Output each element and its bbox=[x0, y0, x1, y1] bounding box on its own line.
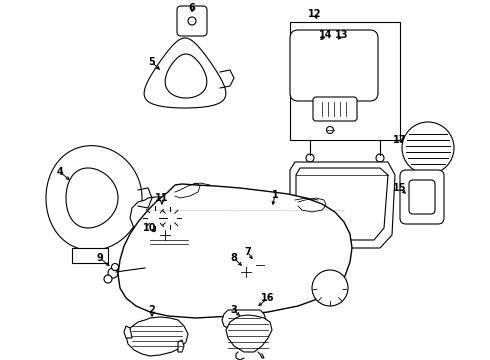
FancyBboxPatch shape bbox=[313, 97, 357, 121]
Text: 2: 2 bbox=[148, 305, 155, 315]
Polygon shape bbox=[66, 168, 118, 228]
Text: 9: 9 bbox=[97, 253, 103, 263]
Text: 17: 17 bbox=[393, 135, 407, 145]
FancyBboxPatch shape bbox=[400, 170, 444, 224]
Circle shape bbox=[312, 270, 348, 306]
Text: 12: 12 bbox=[308, 9, 322, 19]
Circle shape bbox=[241, 267, 251, 277]
Circle shape bbox=[326, 126, 334, 134]
Polygon shape bbox=[226, 315, 272, 352]
Polygon shape bbox=[178, 340, 184, 352]
Circle shape bbox=[112, 264, 119, 270]
Polygon shape bbox=[296, 168, 388, 240]
Text: 14: 14 bbox=[319, 30, 333, 40]
Circle shape bbox=[247, 284, 252, 288]
Polygon shape bbox=[144, 38, 226, 108]
Text: 8: 8 bbox=[231, 253, 238, 263]
Polygon shape bbox=[72, 248, 108, 263]
Text: 5: 5 bbox=[148, 57, 155, 67]
Circle shape bbox=[159, 229, 171, 241]
Circle shape bbox=[402, 122, 454, 174]
Text: 6: 6 bbox=[189, 3, 196, 13]
Circle shape bbox=[146, 209, 164, 227]
Text: 1: 1 bbox=[271, 190, 278, 200]
Circle shape bbox=[104, 275, 112, 283]
Circle shape bbox=[188, 17, 196, 25]
Polygon shape bbox=[222, 310, 266, 328]
FancyBboxPatch shape bbox=[290, 30, 378, 101]
Text: 13: 13 bbox=[335, 30, 349, 40]
Text: 10: 10 bbox=[143, 223, 157, 233]
Circle shape bbox=[249, 277, 255, 283]
Text: 15: 15 bbox=[393, 183, 407, 193]
Bar bbox=[290, 22, 400, 140]
Text: 11: 11 bbox=[155, 193, 169, 203]
Polygon shape bbox=[145, 232, 195, 248]
Circle shape bbox=[167, 215, 173, 221]
Circle shape bbox=[151, 215, 158, 221]
Circle shape bbox=[259, 275, 264, 280]
Polygon shape bbox=[118, 184, 352, 318]
Polygon shape bbox=[165, 54, 207, 98]
Text: 4: 4 bbox=[57, 167, 63, 177]
Text: 3: 3 bbox=[231, 305, 237, 315]
Text: 16: 16 bbox=[261, 293, 275, 303]
Polygon shape bbox=[290, 162, 395, 248]
Polygon shape bbox=[124, 326, 132, 338]
Text: 7: 7 bbox=[245, 247, 251, 257]
FancyBboxPatch shape bbox=[409, 180, 435, 214]
Circle shape bbox=[162, 210, 178, 226]
Circle shape bbox=[261, 269, 267, 275]
Circle shape bbox=[256, 261, 264, 269]
Polygon shape bbox=[46, 146, 142, 250]
Circle shape bbox=[376, 154, 384, 162]
Circle shape bbox=[108, 268, 118, 278]
Circle shape bbox=[306, 154, 314, 162]
FancyBboxPatch shape bbox=[177, 6, 207, 36]
Polygon shape bbox=[130, 197, 195, 235]
Polygon shape bbox=[126, 317, 188, 356]
